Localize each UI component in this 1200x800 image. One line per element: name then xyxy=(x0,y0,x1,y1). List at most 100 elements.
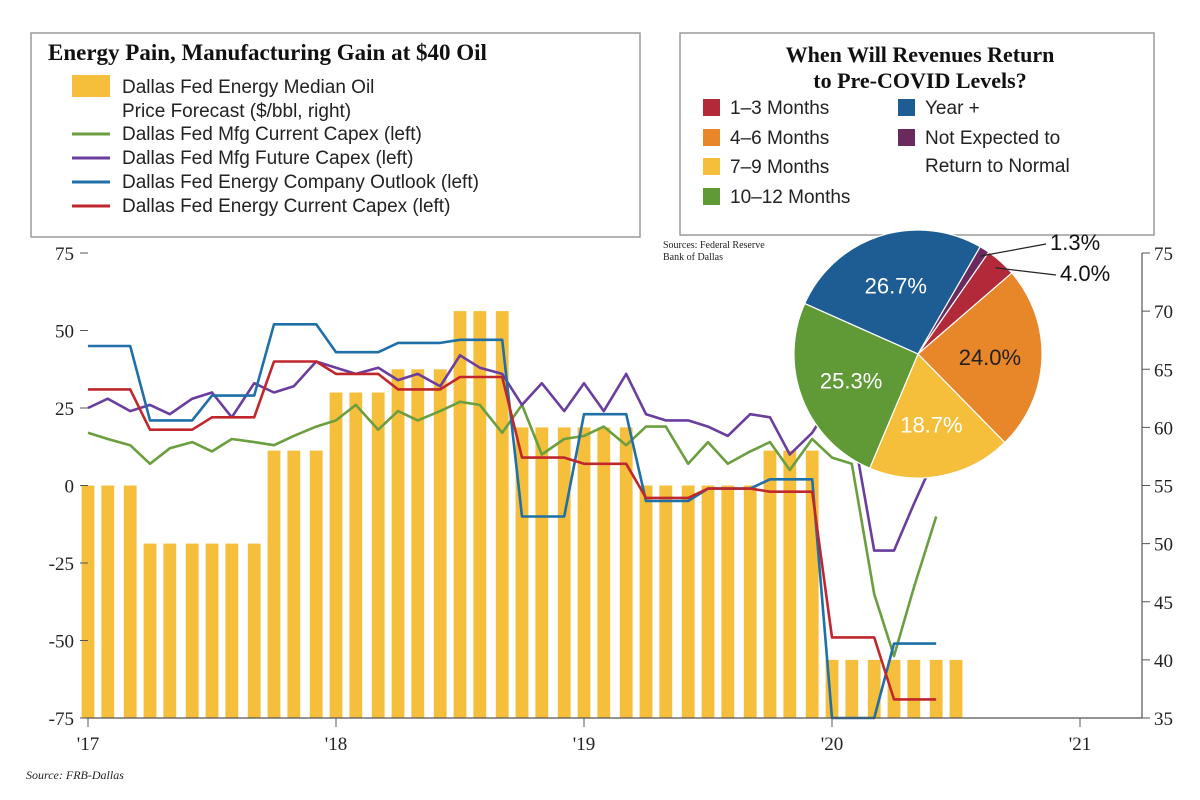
oil-price-bar xyxy=(267,450,281,718)
right-tick-label: 75 xyxy=(1154,244,1173,265)
oil-price-bar xyxy=(515,427,529,718)
oil-price-bar xyxy=(763,450,777,718)
legend-label-oil-price-line-1: Dallas Fed Energy Median Oil xyxy=(122,77,374,98)
oil-price-bar xyxy=(329,392,343,718)
legend-swatch-oil-price xyxy=(72,75,110,97)
right-tick-label: 50 xyxy=(1154,535,1173,556)
oil-price-bar xyxy=(163,543,177,718)
oil-price-bar xyxy=(205,543,219,718)
pie-legend-label: Not Expected to xyxy=(925,128,1060,149)
pie-slice-label: 24.0% xyxy=(959,345,1021,370)
pie-slice xyxy=(868,352,1006,479)
legend-label-oil-price-line-2: Price Forecast ($/bbl, right) xyxy=(122,101,351,122)
pie-slice xyxy=(793,302,919,469)
pie-legend-label: 4–6 Months xyxy=(730,128,829,149)
oil-price-bar xyxy=(597,427,611,718)
oil-price-bar xyxy=(495,311,509,718)
pie-legend-swatch xyxy=(703,158,720,175)
oil-price-bar xyxy=(907,659,921,718)
pie-legend-swatch xyxy=(703,129,720,146)
pie-source-line-1: Sources: Federal Reserve xyxy=(663,240,765,251)
legend-label-energy-outlook-line: Dallas Fed Energy Company Outlook (left) xyxy=(122,172,479,193)
pie-slice-label: 1.3% xyxy=(1050,230,1100,255)
right-tick-label: 40 xyxy=(1154,651,1173,672)
oil-price-bar xyxy=(783,450,797,718)
pie-source-line-2: Bank of Dallas xyxy=(663,252,723,263)
oil-price-bars xyxy=(81,311,963,719)
pie-legend-frame xyxy=(679,32,1155,236)
oil-price-bar xyxy=(309,450,323,718)
pie-legend-label: 7–9 Months xyxy=(730,157,829,178)
pie-legend-swatch xyxy=(703,188,720,205)
oil-price-bar xyxy=(577,427,591,718)
left-tick-label: -50 xyxy=(49,632,74,653)
pie-legend-items: 1–3 Months 4–6 Months 7–9 Months 10–12 Mont… xyxy=(703,98,1070,208)
oil-price-bar xyxy=(557,427,571,718)
main-legend-frame xyxy=(30,32,641,238)
right-tick-label: 55 xyxy=(1154,477,1173,498)
pie-chart: 26.7% 24.0% 18.7% 25.3% 1.3% 4.0% xyxy=(793,229,1110,479)
oil-price-bar xyxy=(123,485,137,718)
oil-price-bar xyxy=(411,369,425,719)
right-tick-label: 60 xyxy=(1154,418,1173,439)
oil-price-bar xyxy=(701,485,715,718)
oil-price-bar xyxy=(743,485,757,718)
oil-price-bar xyxy=(101,485,115,718)
main-legend-items: Dallas Fed Energy Median Oil Price Foreca… xyxy=(72,75,479,217)
oil-price-bar xyxy=(845,659,859,718)
pie-title-line-2: to Pre-COVID Levels? xyxy=(813,68,1026,93)
pie-leader-line xyxy=(995,267,1057,276)
energy-current-capex-line xyxy=(88,360,937,701)
oil-price-bar xyxy=(453,311,467,718)
oil-price-bar xyxy=(535,427,549,718)
oil-price-bar xyxy=(81,485,95,718)
x-tick-label: '20 xyxy=(821,734,843,755)
x-tick-label: '21 xyxy=(1069,734,1091,755)
axes: 75 50 25 0 -25 -50 -75 75 70 65 60 55 50 45 40 35 '17 '18… xyxy=(49,244,1173,755)
main-chart-source: Source: FRB-Dallas xyxy=(26,768,124,782)
oil-price-bar xyxy=(721,485,735,718)
pie-slice-label: 26.7% xyxy=(865,274,927,299)
pie-legend-swatch xyxy=(898,99,915,116)
oil-price-bar xyxy=(349,392,363,718)
capex-lines xyxy=(87,322,938,720)
pie-leader-line xyxy=(980,243,1047,257)
pie-slice xyxy=(917,272,1043,444)
pie-legend-label: 10–12 Months xyxy=(730,187,850,208)
oil-price-bar xyxy=(887,659,901,718)
energy-outlook-line xyxy=(88,322,937,720)
x-tick-label: '19 xyxy=(573,734,595,755)
left-tick-label: -25 xyxy=(49,554,74,575)
pie-legend-swatch xyxy=(898,129,915,146)
right-tick-label: 65 xyxy=(1154,360,1173,381)
oil-price-bar xyxy=(391,369,405,719)
plot-area: 75 50 25 0 -25 -50 -75 75 70 65 60 55 50 45 40 35 '17 '18… xyxy=(49,244,1173,755)
main-legend: Energy Pain, Manufacturing Gain at $40 O… xyxy=(30,32,641,238)
pie-legend-label: Return to Normal xyxy=(925,156,1070,177)
pie-legend-swatch xyxy=(703,99,720,116)
left-tick-label: 75 xyxy=(55,244,74,265)
oil-price-bar xyxy=(143,543,157,718)
pie-slice-label: 25.3% xyxy=(820,368,882,393)
oil-price-bar xyxy=(867,659,881,718)
oil-price-bar xyxy=(247,543,261,718)
legend-label-mfg-current-capex-line: Dallas Fed Mfg Current Capex (left) xyxy=(122,124,422,145)
oil-price-bar xyxy=(619,427,633,718)
right-tick-label: 70 xyxy=(1154,302,1173,323)
main-chart-title: Energy Pain, Manufacturing Gain at $40 O… xyxy=(48,40,487,65)
mfg-future-capex-line xyxy=(87,353,938,552)
oil-price-bar xyxy=(473,311,487,718)
oil-price-bar xyxy=(433,369,447,719)
oil-price-bar xyxy=(287,450,301,718)
pie-panel: When Will Revenues Return to Pre-COVID L… xyxy=(663,32,1155,479)
right-tick-label: 45 xyxy=(1154,593,1173,614)
pie-slice-label: 18.7% xyxy=(900,413,962,438)
oil-price-bar xyxy=(681,485,695,718)
pie-legend-label: 1–3 Months xyxy=(730,98,829,119)
oil-price-bar xyxy=(949,659,963,718)
left-tick-label: -75 xyxy=(49,709,74,730)
right-tick-label: 35 xyxy=(1154,709,1173,730)
x-tick-label: '17 xyxy=(77,734,99,755)
oil-price-bar xyxy=(185,543,199,718)
